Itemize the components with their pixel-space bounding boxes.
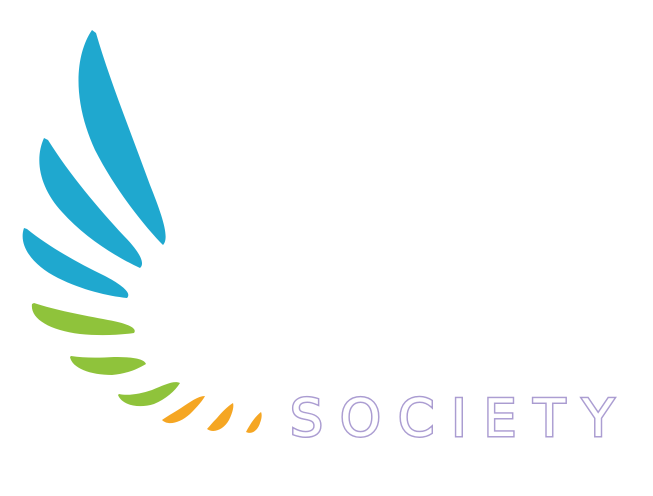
wing-feather-blue-1	[78, 30, 166, 245]
wing-feather-orange-1	[162, 396, 205, 424]
logo-wordmark: SOCIETY	[289, 389, 631, 449]
wing-feather-orange-3	[246, 412, 262, 433]
wing-feather-blue-2	[39, 138, 143, 268]
wing-feather-green-1	[31, 303, 135, 336]
wing-feather-green-2	[70, 356, 146, 375]
wing-feather-orange-2	[207, 403, 234, 431]
wing-feather-green-3	[118, 382, 180, 407]
wing-feather-blue-3	[22, 228, 129, 298]
